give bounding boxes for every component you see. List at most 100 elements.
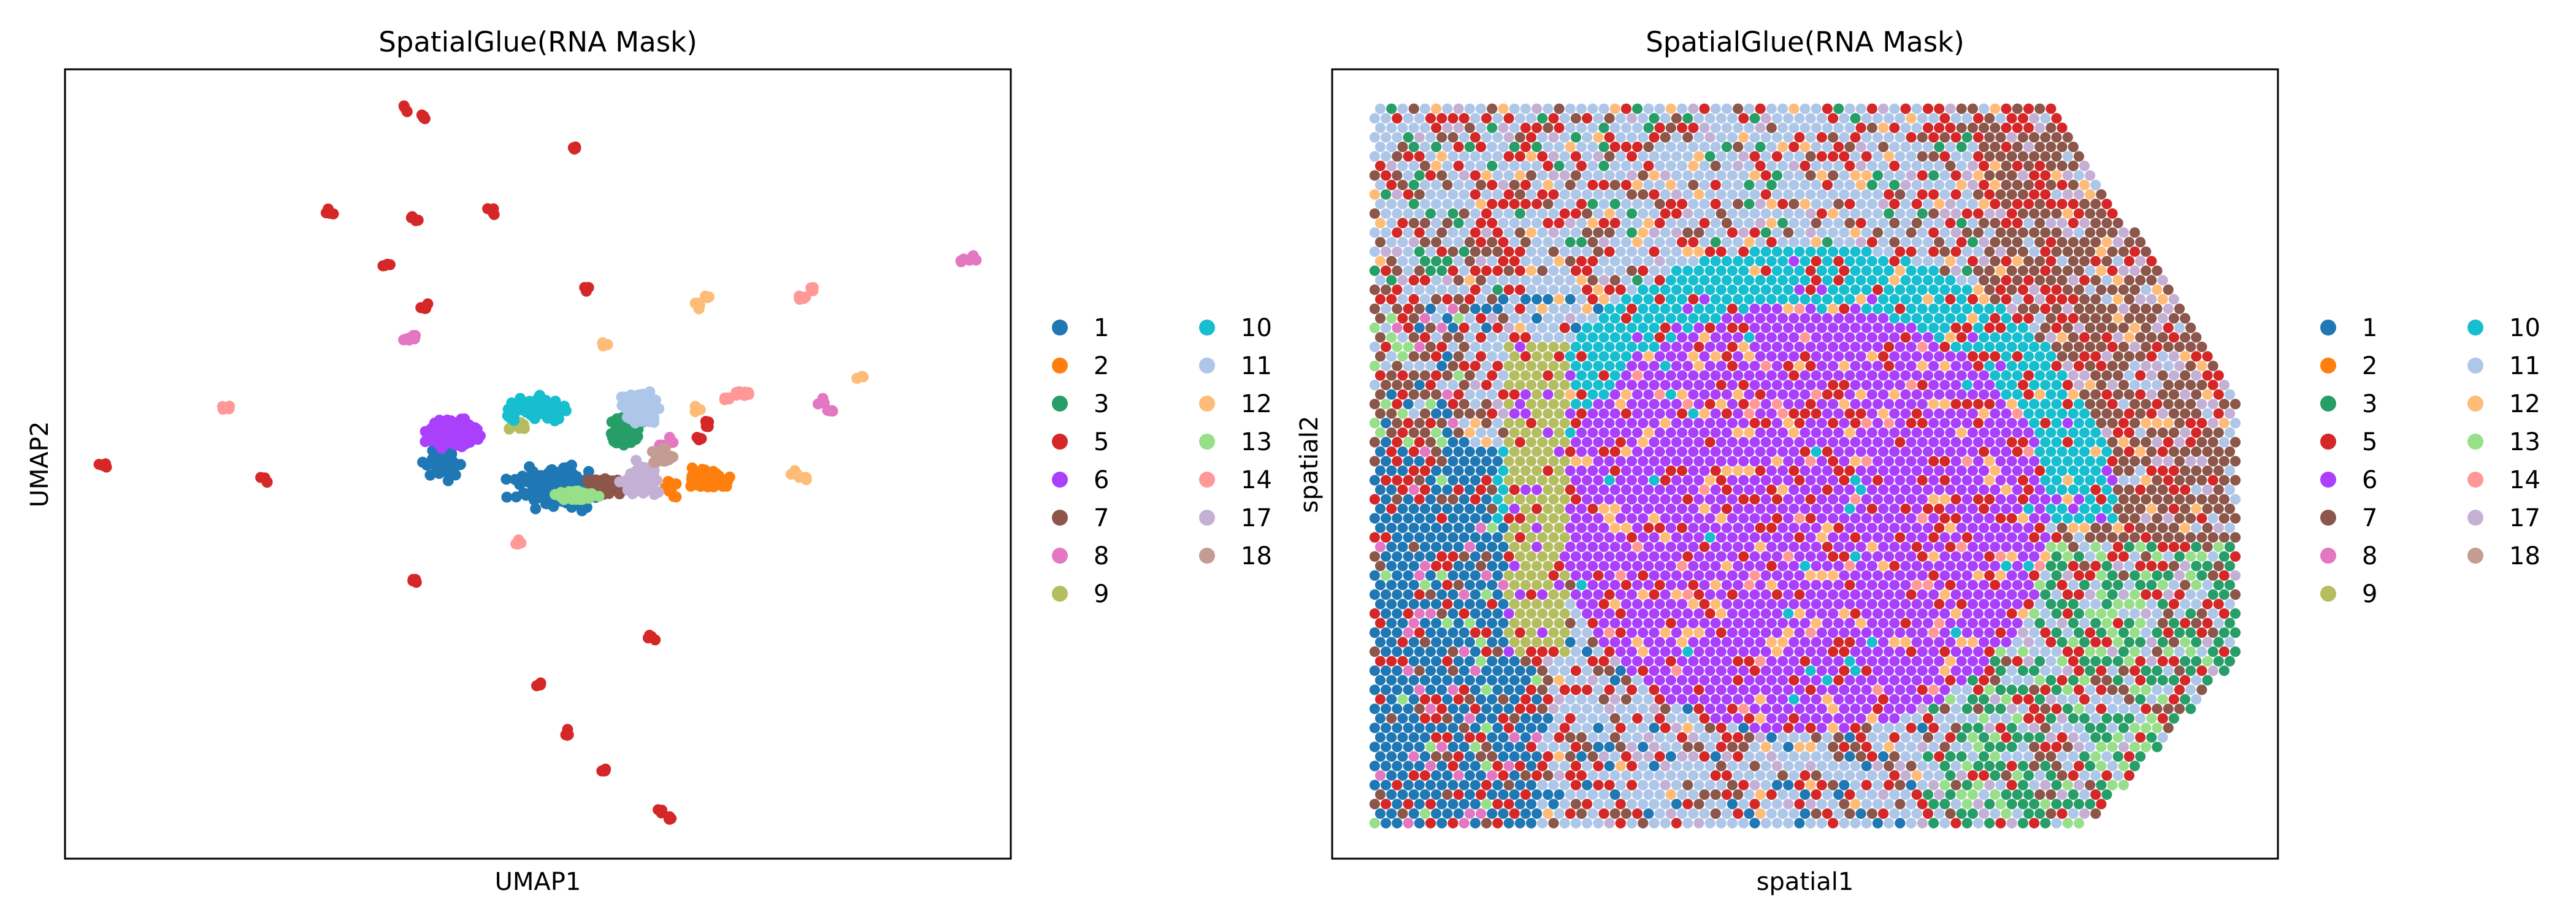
spatial-spot: [1984, 608, 1995, 619]
spatial-spot: [1693, 399, 1704, 410]
spatial-spot: [1414, 437, 1425, 448]
spatial-spot: [1403, 132, 1414, 143]
spatial-spot: [1392, 665, 1403, 677]
spatial-spot: [1833, 427, 1844, 439]
spatial-spot: [1436, 113, 1447, 124]
spatial-spot: [1693, 684, 1704, 696]
spatial-spot: [2112, 351, 2123, 362]
spatial-spot: [1900, 332, 1911, 343]
spatial-spot: [2051, 113, 2062, 124]
spatial-spot: [1408, 389, 1419, 400]
spatial-spot: [1453, 332, 1464, 343]
spatial-spot: [1950, 189, 1961, 200]
spatial-spot: [2202, 427, 2213, 439]
spatial-spot: [2017, 570, 2028, 581]
spatial-spot: [1386, 427, 1397, 439]
spatial-spot: [1811, 465, 1822, 477]
spatial-spot: [1828, 818, 1839, 829]
spatial-spot: [1509, 542, 1520, 553]
umap-legend-marker-9: [1052, 586, 1068, 602]
spatial-spot: [1487, 237, 1498, 248]
spatial-spot: [2057, 484, 2068, 496]
spatial-spot: [2001, 370, 2012, 381]
spatial-spot: [1531, 808, 1543, 819]
spatial-spot: [1676, 199, 1688, 210]
spatial-spot: [1520, 370, 1531, 381]
spatial-spot: [1397, 542, 1408, 553]
spatial-spot: [1783, 570, 1794, 581]
spatial-spot: [1609, 618, 1620, 629]
spatial-spot: [1788, 713, 1800, 724]
spatial-spot: [1525, 570, 1537, 581]
spatial-spot: [1828, 494, 1839, 505]
spatial-spot: [1447, 475, 1459, 486]
spatial-spot: [1414, 380, 1425, 391]
spatial-spot: [1397, 523, 1408, 534]
spatial-spot: [1889, 446, 1900, 458]
spatial-spot: [2073, 761, 2085, 772]
spatial-spot: [2045, 256, 2057, 267]
spatial-spot: [2001, 218, 2012, 229]
spatial-spot: [2017, 799, 2028, 810]
spatial-spot: [1487, 294, 1498, 305]
spatial-spot: [1872, 494, 1884, 505]
spatial-spot: [1917, 627, 1928, 638]
spatial-spot: [1525, 361, 1537, 372]
spatial-spot: [1934, 656, 1945, 667]
spatial-spot: [1934, 504, 1945, 515]
spatial-spot: [2112, 656, 2123, 667]
spatial-spot: [1822, 446, 1833, 458]
spatial-spot: [1972, 113, 1984, 124]
spatial-spot: [1604, 284, 1615, 295]
spatial-spot: [1403, 780, 1414, 791]
spatial-spot: [2017, 189, 2028, 200]
spatial-spot: [1498, 751, 1509, 762]
spatial-spot: [1934, 122, 1945, 133]
spatial-spot: [1548, 113, 1559, 124]
spatial-spot: [1626, 456, 1638, 467]
spatial-spot: [2073, 684, 2085, 696]
spatial-spot: [2045, 294, 2057, 305]
spatial-spot: [1811, 484, 1822, 496]
spatial-spot: [1632, 446, 1643, 458]
spatial-spot: [2068, 789, 2079, 800]
spatial-spot: [1447, 437, 1459, 448]
spatial-spot: [1766, 675, 1777, 686]
spatial-spot: [1386, 294, 1397, 305]
spatial-spot: [1565, 294, 1576, 305]
spatial-spot: [1464, 370, 1475, 381]
spatial-spot: [1961, 494, 1972, 505]
spatial-spot: [1414, 475, 1425, 486]
spatial-spot: [1811, 580, 1822, 591]
spatial-spot: [2213, 580, 2224, 591]
spatial-spot: [1665, 618, 1676, 629]
spatial-spot: [1626, 189, 1638, 200]
spatial-spot: [1414, 780, 1425, 791]
spatial-spot: [2168, 465, 2179, 477]
spatial-spot: [1872, 818, 1884, 829]
spatial-spot: [1710, 561, 1721, 572]
spatial-spot: [1447, 703, 1459, 715]
spatial-spot: [1878, 484, 1889, 496]
umap-legend-label-14: 14: [1241, 466, 1272, 494]
spatial-spot: [1972, 665, 1984, 677]
spatial-spot: [2218, 456, 2229, 467]
spatial-spot: [1475, 180, 1487, 191]
spatial-spot: [2006, 532, 2017, 543]
spatial-spot: [1514, 684, 1525, 696]
spatial-spot: [1682, 380, 1693, 391]
spatial-spot: [1442, 446, 1453, 458]
spatial-spot: [1939, 265, 1950, 276]
spatial-spot: [1643, 542, 1654, 553]
spatial-spot: [1498, 484, 1509, 496]
spatial-spot: [1649, 399, 1660, 410]
spatial-spot: [1632, 332, 1643, 343]
spatial-spot: [1531, 446, 1543, 458]
spatial-spot: [2012, 160, 2023, 172]
spatial-spot: [2123, 751, 2135, 762]
spatial-spot: [2017, 665, 2028, 677]
spatial-spot: [2207, 627, 2218, 638]
spatial-spot: [1419, 332, 1430, 343]
spatial-spot: [1688, 122, 1699, 133]
spatial-spot: [2073, 589, 2085, 600]
